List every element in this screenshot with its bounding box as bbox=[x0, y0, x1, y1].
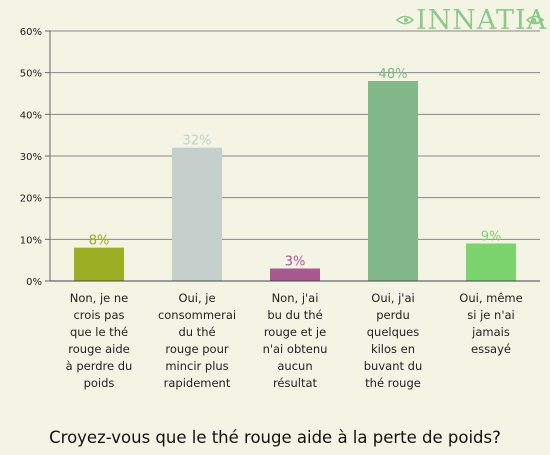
y-tick-label: 40% bbox=[20, 110, 42, 121]
data-label: 48% bbox=[379, 67, 408, 82]
x-tick-label: Oui, même si je n'ai jamais essayé bbox=[459, 291, 523, 356]
data-label: 9% bbox=[481, 230, 502, 245]
bar-chart-plot: 0% 10% 20% 30% 40% 50% 60% 8% 32% 3% 48% 9% bbox=[20, 27, 540, 288]
bar bbox=[270, 268, 320, 281]
data-label: 8% bbox=[89, 234, 110, 249]
bar bbox=[466, 243, 516, 281]
y-tick-label: 30% bbox=[20, 152, 42, 163]
left-leaf-icon bbox=[396, 15, 414, 25]
x-tick-label: Non, je ne crois pas que le thé rouge aide à… bbox=[65, 291, 133, 390]
bar bbox=[74, 247, 124, 281]
x-tick-label: Oui, je consommerai du thé rouge pour mincir… bbox=[157, 291, 237, 390]
y-tick-label: 60% bbox=[20, 27, 42, 38]
chart-title: Croyez-vous que le thé rouge aide à la p… bbox=[49, 428, 501, 447]
data-label: 32% bbox=[183, 134, 212, 149]
y-tick-label: 0% bbox=[26, 277, 42, 288]
x-tick-label: Oui, j'ai perdu quelques kilos en buvant du t… bbox=[363, 291, 423, 390]
data-label: 3% bbox=[285, 255, 306, 270]
right-leaf-icon bbox=[526, 15, 544, 25]
y-tick-label: 10% bbox=[20, 235, 42, 246]
bar bbox=[172, 147, 222, 281]
y-tick-label: 50% bbox=[20, 69, 42, 80]
bar bbox=[368, 81, 418, 281]
x-tick-label: Non, j'ai bu du thé rouge et je n'ai obtenu… bbox=[262, 291, 328, 390]
y-tick-label: 20% bbox=[20, 194, 42, 205]
